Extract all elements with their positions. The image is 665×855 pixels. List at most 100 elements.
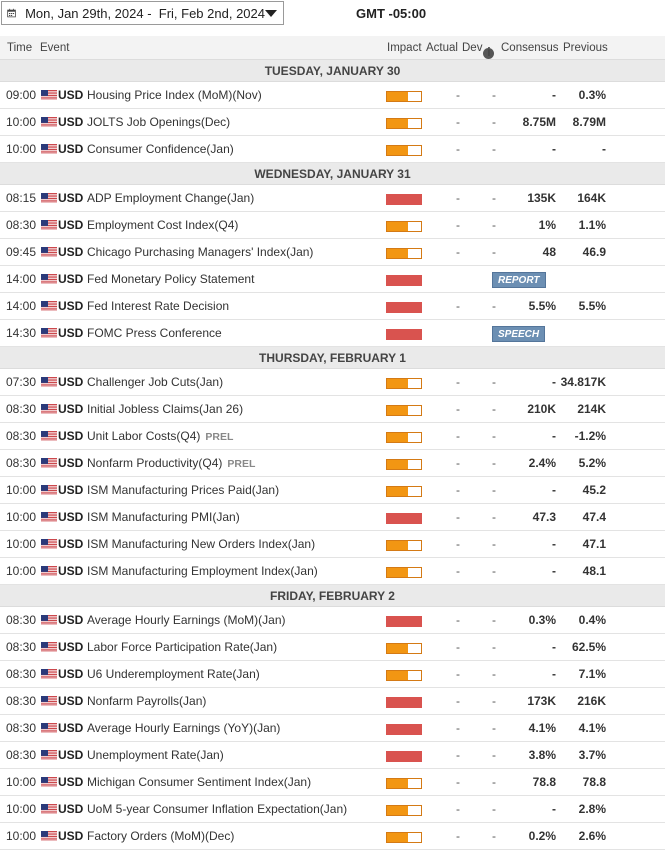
event-row[interactable]: 08:30 USD Average Hourly Earnings (MoM)(Ja…	[0, 607, 665, 634]
deviation-value: -	[492, 191, 496, 205]
event-row[interactable]: 08:30 USD Initial Jobless Claims(Jan 26) - -…	[0, 396, 665, 423]
event-currency: USD	[58, 299, 84, 313]
event-badge[interactable]: SPEECH	[492, 326, 546, 342]
event-row[interactable]: 10:00 USD UoM 5-year Consumer Inflation Ex…	[0, 796, 665, 823]
event-name: JOLTS Job Openings(Dec)	[87, 115, 231, 129]
impact-indicator	[386, 616, 422, 627]
event-row[interactable]: 10:00 USD JOLTS Job Openings(Dec) - - 8.75M 8.…	[0, 109, 665, 136]
event-name-link[interactable]: Chicago Purchasing Managers' Index(Jan)	[87, 239, 313, 266]
event-name-link[interactable]: Consumer Confidence(Jan)	[87, 136, 234, 163]
event-currency: USD	[58, 829, 84, 843]
event-time: 08:30	[6, 694, 37, 708]
column-header-actual[interactable]: Actual	[426, 42, 458, 54]
event-row[interactable]: 09:45 USD Chicago Purchasing Managers' Ind…	[0, 239, 665, 266]
event-row[interactable]: 14:30 USD FOMC Press Conference SPEECH	[0, 320, 665, 347]
event-name-link[interactable]: Employment Cost Index(Q4)	[87, 212, 238, 239]
event-row[interactable]: 10:00 USD ISM Manufacturing New Orders Ind…	[0, 531, 665, 558]
event-name-link[interactable]: Fed Interest Rate Decision	[87, 293, 229, 320]
event-row[interactable]: 14:00 USD Fed Interest Rate Decision - - 5.5%…	[0, 293, 665, 320]
impact-indicator	[386, 275, 422, 286]
us-flag-icon	[41, 301, 57, 312]
event-currency: USD	[58, 694, 84, 708]
event-name-link[interactable]: FOMC Press Conference	[87, 320, 222, 347]
event-badge[interactable]: REPORT	[492, 272, 546, 288]
toolbar: Mon, Jan 29th, 2024 - Fri, Feb 2nd, 2024…	[0, 0, 665, 36]
event-name-link[interactable]: Labor Force Participation Rate(Jan)	[87, 634, 277, 661]
actual-value: -	[456, 537, 460, 551]
deviation-value: -	[492, 142, 496, 156]
event-row[interactable]: 08:15 USD ADP Employment Change(Jan) - - 135K…	[0, 185, 665, 212]
event-time: 14:30	[6, 326, 37, 340]
event-name-link[interactable]: Average Hourly Earnings (MoM)(Jan)	[87, 607, 286, 634]
event-time: 10:00	[6, 115, 37, 129]
deviation-value: -	[492, 829, 496, 843]
chevron-down-icon[interactable]	[265, 9, 277, 17]
previous-value: 0.4%	[578, 613, 606, 627]
event-row[interactable]: 07:30 USD Challenger Job Cuts(Jan) - - -34.81…	[0, 369, 665, 396]
impact-indicator	[386, 751, 422, 762]
previous-value: 7.1%	[578, 667, 606, 681]
consensus-value: 3.8%	[528, 748, 556, 762]
event-row[interactable]: 08:30 USD U6 Underemployment Rate(Jan) - - - 7…	[0, 661, 665, 688]
consensus-value: 5.5%	[528, 299, 556, 313]
column-header-previous[interactable]: Previous	[563, 42, 608, 54]
event-name-link[interactable]: UoM 5-year Consumer Inflation Expectatio…	[87, 796, 347, 823]
us-flag-icon	[41, 804, 57, 815]
event-row[interactable]: 10:00 USD Consumer Confidence(Jan) - - - -	[0, 136, 665, 163]
event-row[interactable]: 10:00 USD ISM Manufacturing Prices Paid(Ja…	[0, 477, 665, 504]
event-currency: USD	[58, 456, 84, 470]
event-row[interactable]: 08:30 USD Employment Cost Index(Q4) - - 1% 1.1…	[0, 212, 665, 239]
event-name-link[interactable]: Factory Orders (MoM)(Dec)	[87, 823, 234, 850]
event-name-link[interactable]: Initial Jobless Claims(Jan 26)	[87, 396, 243, 423]
event-name-link[interactable]: Nonfarm Productivity(Q4) PREL	[87, 450, 255, 478]
event-name-link[interactable]: JOLTS Job Openings(Dec)	[87, 109, 230, 136]
column-header-time[interactable]: Time	[7, 42, 33, 54]
event-name-link[interactable]: Housing Price Index (MoM)(Nov)	[87, 82, 262, 109]
event-name-link[interactable]: ISM Manufacturing Employment Index(Jan)	[87, 558, 318, 585]
event-name-link[interactable]: Michigan Consumer Sentiment Index(Jan)	[87, 769, 311, 796]
column-header-consensus[interactable]: Consensus	[501, 42, 559, 54]
event-name-link[interactable]: Unemployment Rate(Jan)	[87, 742, 224, 769]
event-time: 10:00	[6, 564, 37, 578]
actual-value: -	[456, 483, 460, 497]
consensus-value: 8.75M	[522, 115, 556, 129]
event-name-link[interactable]: ISM Manufacturing Prices Paid(Jan)	[87, 477, 279, 504]
event-row[interactable]: 10:00 USD ISM Manufacturing Employment Ind…	[0, 558, 665, 585]
event-row[interactable]: 14:00 USD Fed Monetary Policy Statement REP…	[0, 266, 665, 293]
us-flag-icon	[41, 669, 57, 680]
event-row[interactable]: 08:30 USD Nonfarm Payrolls(Jan) - - 173K 216K	[0, 688, 665, 715]
event-row[interactable]: 10:00 USD Michigan Consumer Sentiment Inde…	[0, 769, 665, 796]
event-name: ADP Employment Change(Jan)	[87, 191, 255, 205]
event-row[interactable]: 08:30 USD Average Hourly Earnings (YoY)(Ja…	[0, 715, 665, 742]
previous-value: 0.3%	[578, 88, 606, 102]
event-row[interactable]: 10:00 USD Factory Orders (MoM)(Dec) - - 0.2% 2…	[0, 823, 665, 850]
column-header-event[interactable]: Event	[40, 42, 70, 54]
event-row[interactable]: 08:30 USD Labor Force Participation Rate(J…	[0, 634, 665, 661]
event-row[interactable]: 08:30 USD Unit Labor Costs(Q4) PREL - - - -1.2%	[0, 423, 665, 450]
column-header-row: Time Event Impact Actual Dev i Consensus …	[0, 36, 665, 60]
event-name-link[interactable]: Unit Labor Costs(Q4) PREL	[87, 423, 233, 451]
date-range-picker[interactable]: Mon, Jan 29th, 2024 - Fri, Feb 2nd, 2024	[1, 1, 284, 25]
consensus-value: 2.4%	[528, 456, 556, 470]
event-name-link[interactable]: Challenger Job Cuts(Jan)	[87, 369, 223, 396]
deviation-value: -	[492, 510, 496, 524]
actual-value: -	[456, 802, 460, 816]
event-row[interactable]: 10:00 USD ISM Manufacturing PMI(Jan) - - 47.3…	[0, 504, 665, 531]
deviation-value: -	[492, 537, 496, 551]
impact-indicator	[386, 567, 422, 578]
previous-value: 8.79M	[572, 115, 606, 129]
event-name-link[interactable]: ISM Manufacturing New Orders Index(Jan)	[87, 531, 315, 558]
event-name-link[interactable]: Nonfarm Payrolls(Jan)	[87, 688, 206, 715]
event-row[interactable]: 08:30 USD Nonfarm Productivity(Q4) PREL - - 2.…	[0, 450, 665, 477]
impact-indicator	[386, 91, 422, 102]
event-row[interactable]: 08:30 USD Unemployment Rate(Jan) - - 3.8% 3.7%	[0, 742, 665, 769]
event-name-link[interactable]: ADP Employment Change(Jan)	[87, 185, 254, 212]
event-name-link[interactable]: ISM Manufacturing PMI(Jan)	[87, 504, 240, 531]
info-icon[interactable]: i	[483, 47, 495, 59]
event-name-link[interactable]: Average Hourly Earnings (YoY)(Jan)	[87, 715, 280, 742]
column-header-impact[interactable]: Impact	[387, 42, 422, 54]
column-header-dev[interactable]: Dev i	[462, 42, 495, 59]
event-name-link[interactable]: Fed Monetary Policy Statement	[87, 266, 254, 293]
event-row[interactable]: 09:00 USD Housing Price Index (MoM)(Nov) - -…	[0, 82, 665, 109]
event-name-link[interactable]: U6 Underemployment Rate(Jan)	[87, 661, 260, 688]
